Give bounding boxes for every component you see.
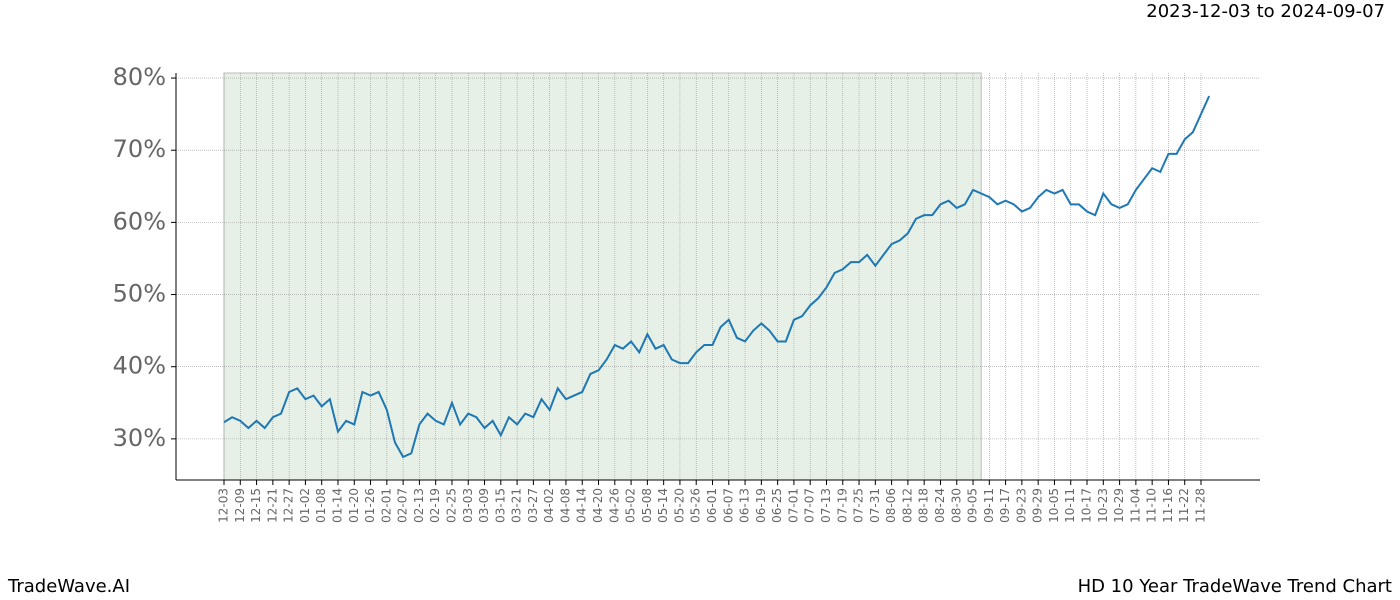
x-tick-label: 01-02 [298, 488, 312, 523]
shaded-range [223, 72, 982, 481]
x-tick-label: 11-04 [1128, 488, 1142, 523]
x-tick-label: 09-23 [1014, 488, 1028, 523]
x-tick-label: 03-21 [510, 488, 524, 523]
x-tick-label: 01-08 [314, 488, 328, 523]
x-tick-label: 11-16 [1161, 488, 1175, 523]
y-tick-label: 60% [113, 207, 166, 235]
x-tick-label: 09-11 [982, 488, 996, 523]
x-tick-label: 07-13 [819, 488, 833, 523]
x-tick-label: 08-24 [933, 488, 947, 523]
x-tick-label: 06-25 [770, 488, 784, 523]
x-tick-label: 02-07 [396, 488, 410, 523]
x-tick-label: 10-29 [1112, 488, 1126, 523]
x-tick-label: 10-17 [1080, 488, 1094, 523]
x-tick-label: 07-25 [852, 488, 866, 523]
x-tick-label: 02-19 [428, 488, 442, 523]
x-tick-label: 09-05 [966, 488, 980, 523]
x-tick-label: 12-15 [249, 488, 263, 523]
x-tick-label: 08-30 [949, 488, 963, 523]
x-tick-label: 05-26 [689, 488, 703, 523]
x-tick-label: 11-28 [1194, 488, 1208, 523]
x-tick-label: 06-07 [721, 488, 735, 523]
x-tick-label: 10-11 [1063, 488, 1077, 523]
x-tick-label: 07-31 [868, 488, 882, 523]
x-tick-label: 03-15 [493, 488, 507, 523]
x-tick-label: 11-10 [1145, 488, 1159, 523]
x-tick-label: 03-27 [526, 488, 540, 523]
x-tick-label: 12-21 [265, 488, 279, 523]
x-tick-label: 07-07 [803, 488, 817, 523]
footer-left: TradeWave.AI [7, 576, 130, 597]
y-tick-label: 40% [113, 352, 166, 380]
y-tick-label: 50% [113, 280, 166, 308]
x-tick-label: 10-05 [1047, 488, 1061, 523]
x-tick-label: 07-19 [835, 488, 849, 523]
x-tick-label: 06-01 [705, 488, 719, 523]
x-tick-label: 04-02 [542, 488, 556, 523]
x-tick-label: 04-08 [558, 488, 572, 523]
x-tick-label: 12-27 [282, 488, 296, 523]
x-tick-label: 09-17 [998, 488, 1012, 523]
y-tick-label: 70% [113, 135, 166, 163]
x-tick-label: 06-13 [738, 488, 752, 523]
x-tick-label: 03-09 [477, 488, 491, 523]
x-tick-label: 01-14 [330, 488, 344, 523]
x-tick-label: 04-14 [575, 488, 589, 523]
x-tick-label: 02-25 [444, 488, 458, 523]
y-tick-label: 30% [113, 424, 166, 452]
x-tick-label: 04-26 [607, 488, 621, 523]
x-tick-label: 09-29 [1031, 488, 1045, 523]
x-tick-label: 05-14 [656, 488, 670, 523]
x-tick-label: 02-01 [379, 488, 393, 523]
x-tick-label: 12-03 [217, 488, 231, 523]
x-tick-label: 08-18 [917, 488, 931, 523]
x-tick-label: 01-26 [363, 488, 377, 523]
x-tick-label: 08-06 [884, 488, 898, 523]
x-tick-label: 04-20 [591, 488, 605, 523]
x-tick-label: 03-03 [461, 488, 475, 523]
footer-right: HD 10 Year TradeWave Trend Chart [1078, 576, 1392, 597]
chart-title: 2023-12-03 to 2024-09-07 [1146, 1, 1385, 22]
x-tick-label: 02-13 [412, 488, 426, 523]
x-tick-label: 08-12 [900, 488, 914, 523]
x-tick-label: 05-08 [640, 488, 654, 523]
x-tick-label: 12-09 [233, 488, 247, 523]
x-tick-label: 05-20 [672, 488, 686, 523]
x-tick-label: 05-02 [624, 488, 638, 523]
x-tick-label: 07-01 [786, 488, 800, 523]
data-line [223, 95, 1211, 459]
x-tick-label: 06-19 [754, 488, 768, 523]
x-tick-label: 11-22 [1177, 488, 1191, 523]
x-tick-label: 10-23 [1096, 488, 1110, 523]
x-tick-label: 01-20 [347, 488, 361, 523]
y-tick-label: 80% [113, 63, 166, 91]
